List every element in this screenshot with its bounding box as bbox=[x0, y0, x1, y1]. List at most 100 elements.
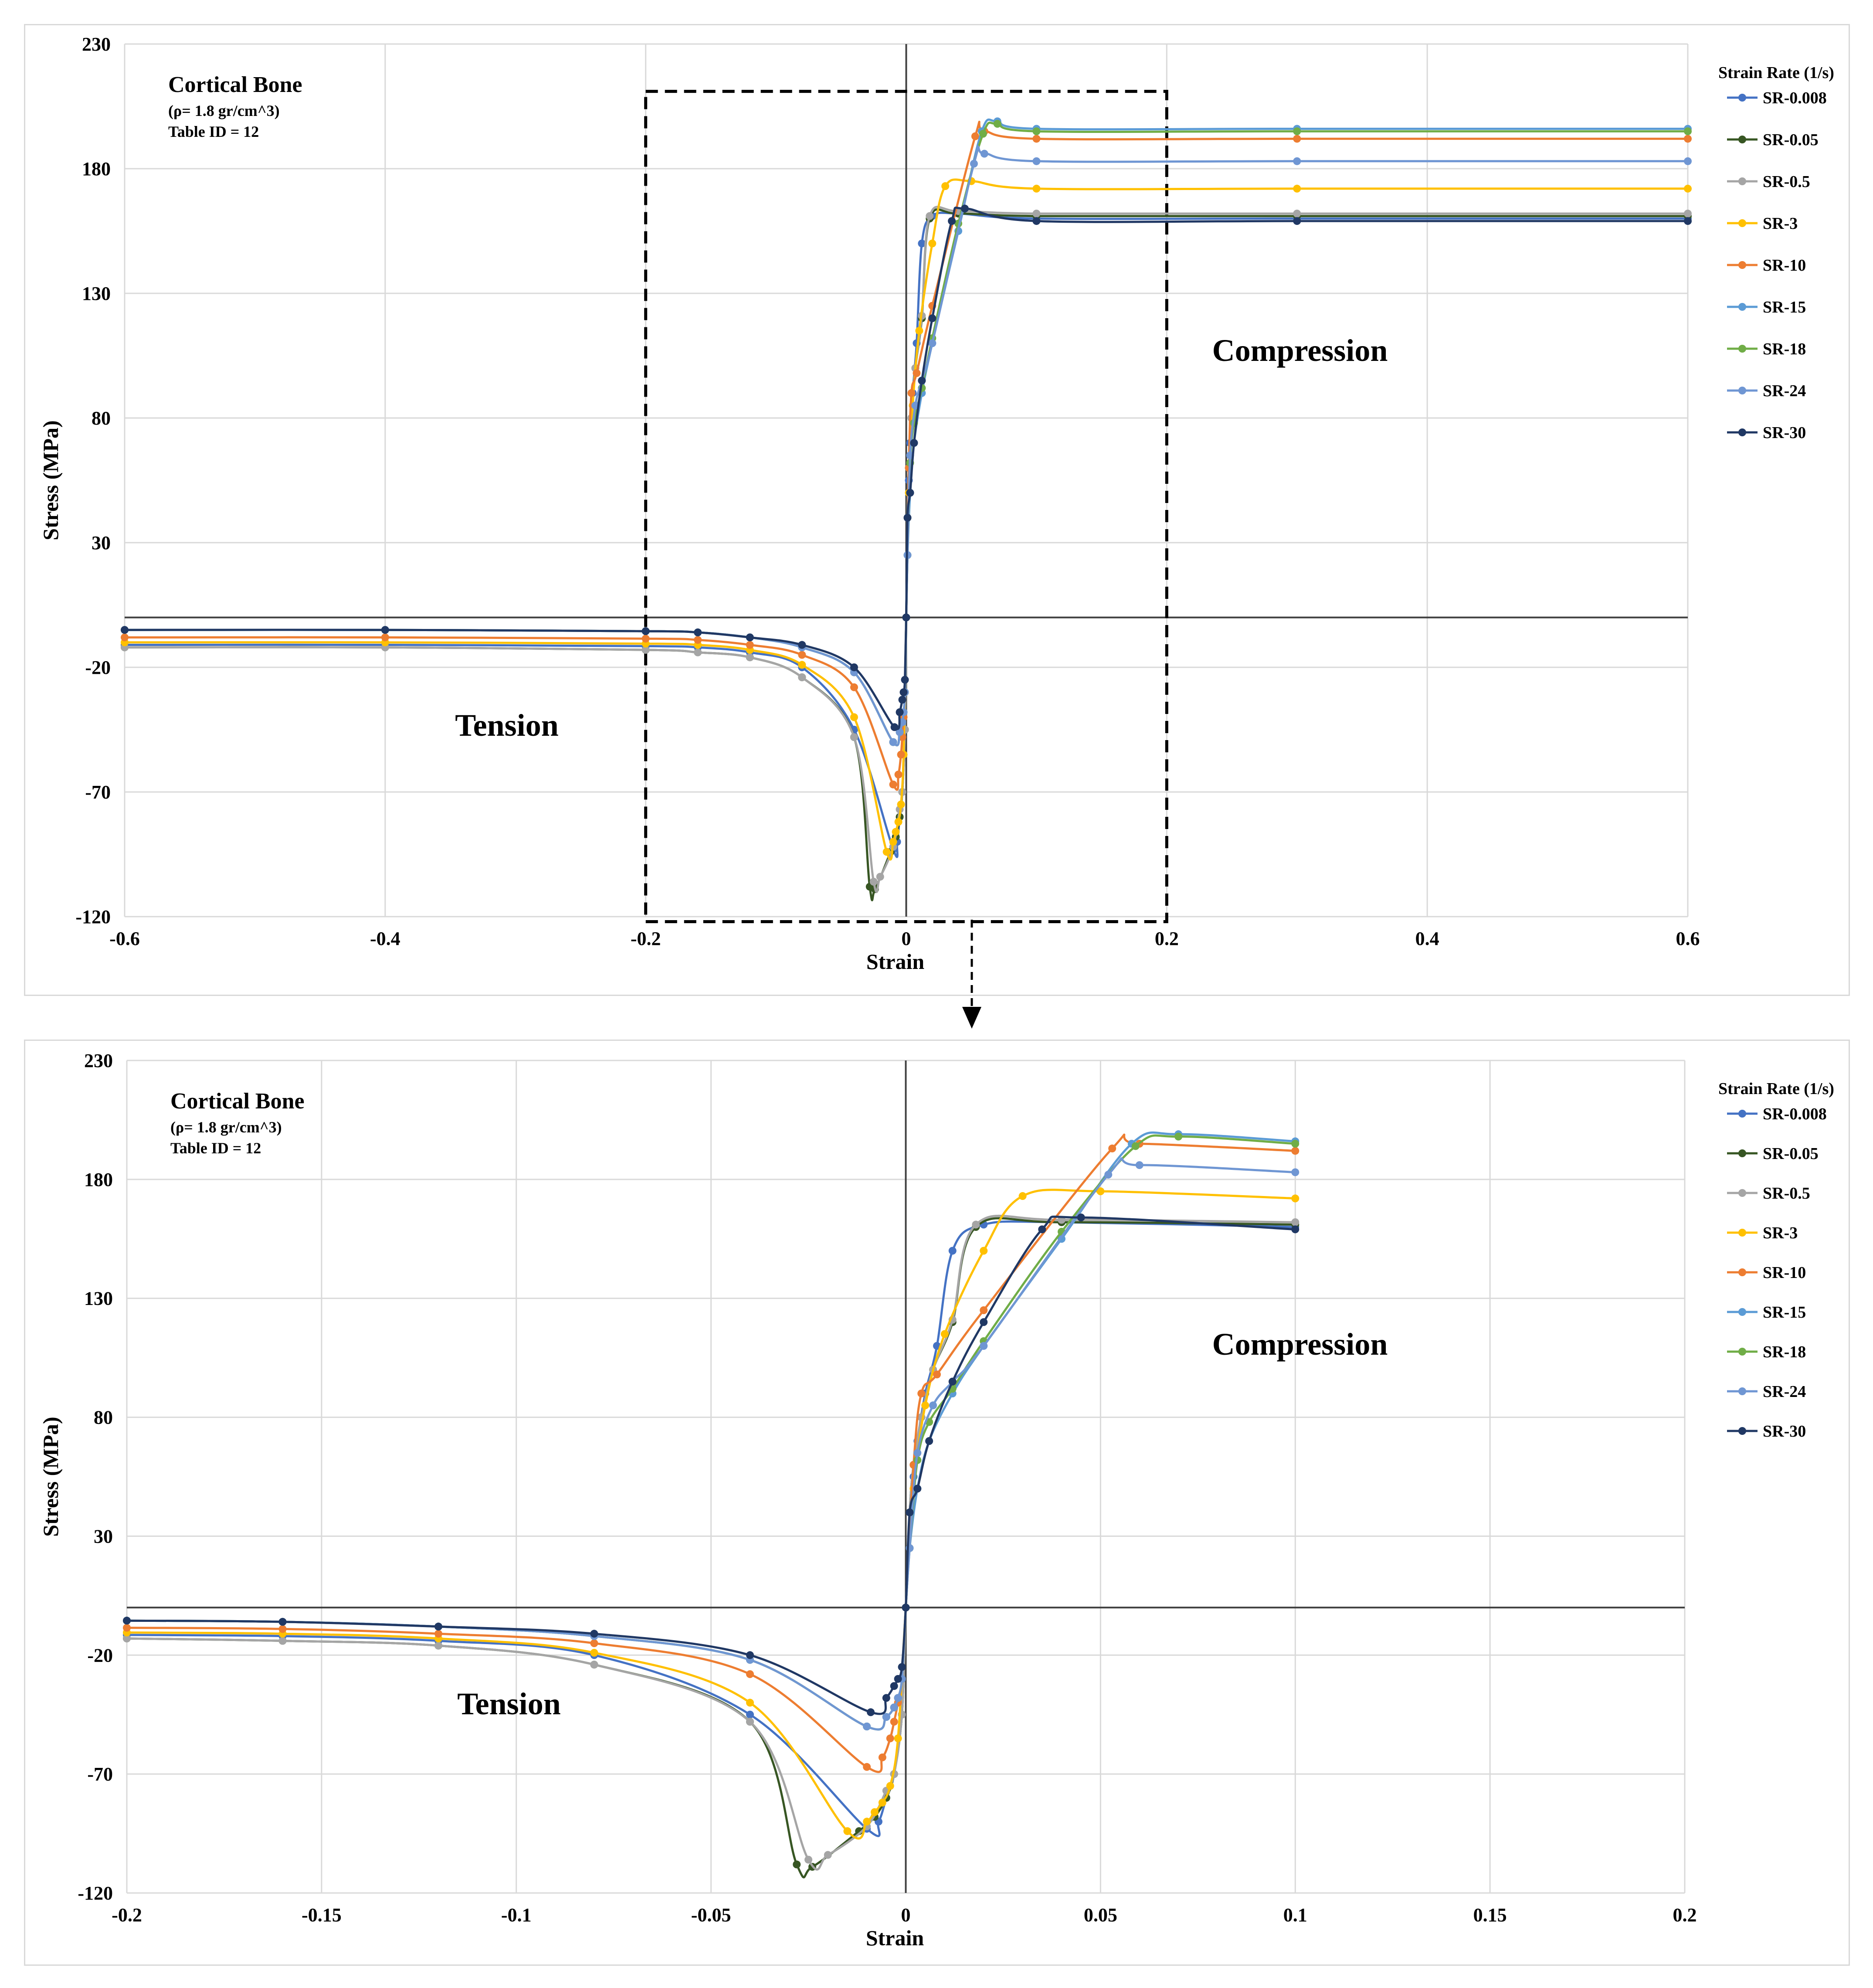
data-point-sr-24 bbox=[863, 1723, 871, 1730]
chart-info-table-id: Table ID = 12 bbox=[170, 1139, 261, 1157]
data-point-sr-24 bbox=[929, 1401, 937, 1410]
data-point-sr-24 bbox=[1293, 157, 1301, 165]
data-point-sr-30 bbox=[1291, 1225, 1300, 1234]
data-point-sr-0-5 bbox=[746, 653, 754, 662]
data-point-sr-10 bbox=[1291, 1147, 1300, 1155]
data-point-sr-30 bbox=[882, 1694, 890, 1702]
data-point-sr-3 bbox=[892, 828, 900, 836]
data-point-sr-0-5 bbox=[824, 1851, 832, 1859]
data-point-sr-3 bbox=[889, 838, 897, 846]
data-point-sr-30 bbox=[890, 723, 899, 731]
data-point-sr-30 bbox=[894, 1675, 902, 1683]
data-point-sr-24 bbox=[1104, 1170, 1113, 1179]
y-tick-label: 80 bbox=[92, 408, 111, 429]
data-point-sr-3 bbox=[980, 1247, 988, 1255]
y-tick-label: 80 bbox=[94, 1407, 113, 1428]
chart-info-title: Cortical Bone bbox=[168, 72, 302, 97]
data-point-sr-0-5 bbox=[434, 1641, 442, 1650]
data-point-sr-30 bbox=[1077, 1213, 1085, 1222]
data-point-sr-3 bbox=[590, 1648, 598, 1657]
legend-marker-sr-30 bbox=[1738, 1427, 1746, 1435]
legend-label-sr-30: SR-30 bbox=[1763, 1422, 1806, 1441]
data-point-sr-24 bbox=[913, 1449, 922, 1457]
data-point-sr-30 bbox=[925, 1437, 933, 1445]
overview-chart: -0.6 -0.4 -0.2 0 0.2 0.4 0.6 -120 -70 -20 30 80 130 1… bbox=[38, 34, 1834, 974]
data-point-sr-3 bbox=[928, 239, 936, 248]
data-point-sr-0-5 bbox=[123, 1635, 131, 1643]
y-tick-label: 180 bbox=[84, 1169, 113, 1190]
data-point-sr-30 bbox=[913, 1485, 922, 1493]
legend-title: Strain Rate (1/s) bbox=[1718, 64, 1834, 82]
y-tick-label: 30 bbox=[94, 1526, 113, 1547]
y-tick-label: 30 bbox=[92, 532, 111, 554]
data-point-sr-10 bbox=[913, 369, 921, 377]
y-tick-label: -20 bbox=[85, 657, 111, 678]
legend-marker-sr-15 bbox=[1738, 1308, 1746, 1316]
data-point-sr-0-5 bbox=[972, 1220, 980, 1229]
data-point-sr-30 bbox=[910, 439, 918, 447]
data-point-sr-18 bbox=[979, 129, 987, 138]
data-point-sr-3 bbox=[1291, 1194, 1300, 1203]
data-point-sr-3 bbox=[1032, 184, 1041, 193]
data-point-sr-30 bbox=[434, 1622, 442, 1631]
data-point-sr-24 bbox=[882, 1713, 890, 1721]
legend-marker-sr-0-5 bbox=[1738, 1189, 1746, 1197]
x-tick-label: 0.4 bbox=[1415, 928, 1439, 949]
data-point-sr-18 bbox=[993, 120, 1001, 128]
y-tick-label: -20 bbox=[87, 1645, 113, 1666]
data-point-sr-0-008 bbox=[746, 1710, 754, 1719]
data-point-sr-30 bbox=[694, 628, 702, 636]
legend-marker-sr-18 bbox=[1738, 345, 1746, 353]
data-point-sr-0-008 bbox=[918, 239, 926, 248]
x-tick-label: -0.2 bbox=[112, 1904, 142, 1926]
data-point-sr-18 bbox=[1291, 1140, 1300, 1148]
data-point-sr-30 bbox=[898, 696, 906, 704]
data-point-sr-30 bbox=[898, 1663, 906, 1671]
legend-label-sr-0-5: SR-0.5 bbox=[1763, 1184, 1810, 1203]
x-tick-label: 0.1 bbox=[1283, 1904, 1307, 1926]
data-point-sr-30 bbox=[121, 626, 129, 634]
compression-label: Compression bbox=[1212, 1327, 1388, 1362]
x-tick-label: 0.05 bbox=[1084, 1904, 1117, 1926]
data-point-sr-3 bbox=[897, 800, 905, 809]
data-point-sr-30 bbox=[948, 217, 956, 225]
data-point-sr-10 bbox=[890, 1718, 898, 1726]
legend-label-sr-0-008: SR-0.008 bbox=[1763, 89, 1827, 107]
data-point-sr-10 bbox=[590, 1639, 598, 1647]
data-point-sr-18 bbox=[1293, 127, 1301, 136]
y-tick-label: -120 bbox=[78, 1883, 113, 1904]
data-point-sr-30 bbox=[961, 204, 969, 213]
data-point-sr-10 bbox=[641, 635, 650, 643]
data-point-sr-10 bbox=[746, 1670, 754, 1678]
data-point-sr-3 bbox=[894, 1734, 902, 1743]
data-point-sr-30 bbox=[278, 1618, 287, 1626]
data-point-sr-30 bbox=[896, 708, 904, 716]
legend-label-sr-0-008: SR-0.008 bbox=[1763, 1105, 1827, 1123]
y-tick-label: 130 bbox=[82, 283, 111, 304]
legend-marker-sr-0-008 bbox=[1738, 1110, 1746, 1118]
data-point-sr-0-5 bbox=[804, 1855, 813, 1864]
x-axis-title: Strain bbox=[866, 1926, 924, 1950]
tension-label: Tension bbox=[457, 1686, 560, 1721]
tension-label: Tension bbox=[455, 708, 558, 743]
data-point-sr-30 bbox=[899, 688, 908, 697]
data-point-sr-10 bbox=[694, 636, 702, 644]
data-point-sr-30 bbox=[902, 1604, 910, 1612]
data-point-sr-24 bbox=[889, 738, 897, 746]
data-point-sr-24 bbox=[1032, 157, 1041, 165]
x-tick-label: 0.15 bbox=[1473, 1904, 1507, 1926]
zoom-arrow-icon bbox=[962, 920, 981, 1029]
data-point-sr-3 bbox=[941, 182, 950, 190]
legend-label-sr-3: SR-3 bbox=[1763, 214, 1798, 233]
data-point-sr-3 bbox=[894, 818, 903, 826]
data-point-sr-3 bbox=[1293, 184, 1301, 193]
legend-marker-sr-10 bbox=[1738, 1268, 1746, 1276]
data-point-sr-10 bbox=[886, 1734, 894, 1743]
x-tick-label: -0.1 bbox=[501, 1904, 532, 1926]
legend-marker-sr-10 bbox=[1738, 261, 1746, 269]
data-point-sr-30 bbox=[123, 1617, 131, 1625]
legend-marker-sr-30 bbox=[1738, 428, 1746, 436]
data-point-sr-24 bbox=[980, 150, 988, 158]
legend-label-sr-10: SR-10 bbox=[1763, 1264, 1806, 1282]
data-point-sr-30 bbox=[641, 627, 650, 635]
